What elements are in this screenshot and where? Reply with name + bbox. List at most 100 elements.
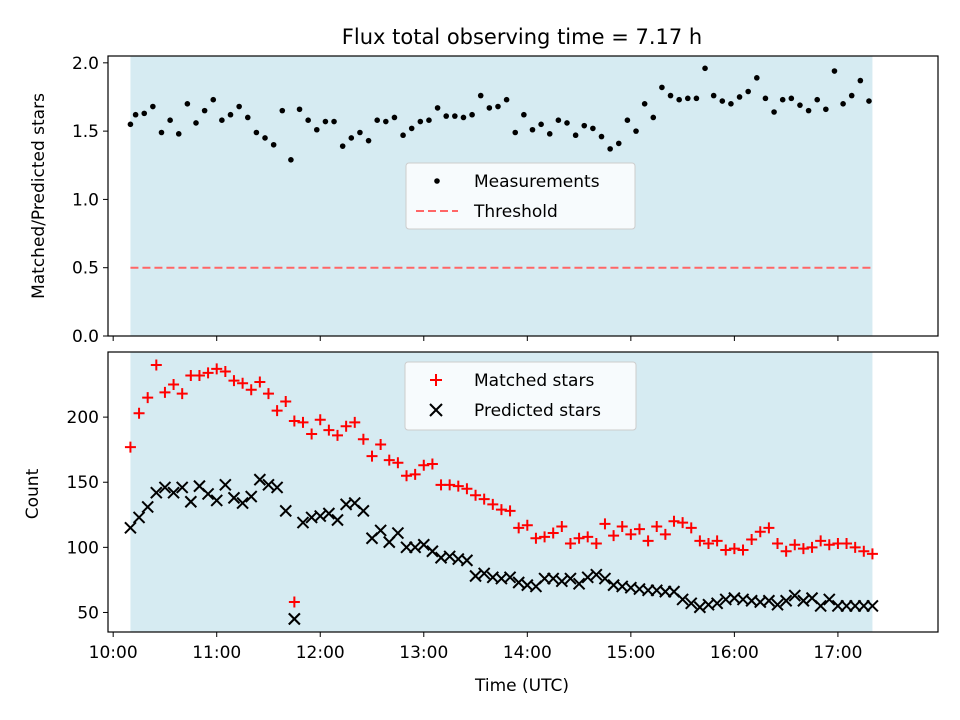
- legend-predicted-label: Predicted stars: [474, 401, 601, 421]
- matched-star-point: [677, 517, 689, 529]
- legend-threshold-label: Threshold: [473, 202, 558, 222]
- measurement-point: [736, 94, 743, 100]
- matched-star-point: [754, 526, 766, 538]
- count-legend-box: [404, 361, 637, 431]
- x-tick-label: 12:00: [296, 643, 345, 663]
- measurement-point: [167, 117, 173, 123]
- predicted-star-point: [676, 593, 689, 606]
- x-tick-label: 17:00: [813, 643, 862, 663]
- matched-star-point: [271, 405, 283, 417]
- predicted-star-point: [512, 576, 525, 589]
- matched-star-point: [288, 415, 300, 427]
- matched-star-point: [176, 388, 188, 400]
- predicted-star-point: [124, 521, 137, 535]
- measurement-point: [158, 129, 165, 136]
- predicted-star-point: [141, 500, 154, 514]
- measurement-point: [141, 110, 148, 117]
- matched-star-point: [193, 369, 205, 381]
- measurement-point: [684, 95, 691, 102]
- measurement-point: [641, 101, 648, 107]
- matched-star-point: [806, 541, 818, 553]
- measurement-point: [227, 111, 234, 118]
- measurement-point: [659, 84, 665, 91]
- measurement-point: [417, 118, 424, 125]
- matched-star-point: [504, 505, 516, 517]
- count-x-axis-label: Time (UTC): [474, 676, 569, 696]
- measurement-point: [831, 68, 838, 74]
- y-tick-label: 0.0: [72, 327, 99, 347]
- matched-star-point: [728, 543, 740, 555]
- measurement-point: [771, 109, 777, 115]
- matched-star-point: [685, 522, 697, 534]
- measurement-point: [538, 121, 544, 128]
- measurement-point: [754, 75, 760, 81]
- measurement-point: [848, 92, 855, 99]
- measurement-point: [693, 95, 700, 102]
- predicted-star-point: [175, 481, 189, 494]
- matched-star-point: [539, 531, 551, 543]
- matched-star-point: [789, 539, 801, 551]
- x-tick-label: 13:00: [399, 643, 448, 663]
- measurement-point: [127, 121, 134, 128]
- predicted-star-point: [408, 541, 422, 554]
- measurement-point: [244, 114, 251, 121]
- measurement-point: [745, 88, 751, 95]
- y-tick-label: 50: [77, 603, 99, 623]
- measurement-point: [650, 114, 657, 121]
- legend-measurements-marker: [434, 178, 440, 184]
- predicted-star-point: [184, 495, 198, 508]
- matched-star-point: [211, 363, 223, 375]
- matched-star-point: [306, 428, 318, 440]
- matched-star-point: [366, 450, 378, 462]
- predicted-star-point: [210, 494, 223, 507]
- predicted-star-point: [417, 538, 430, 551]
- matched-star-point: [487, 498, 499, 510]
- ratio-legend-box: [405, 162, 636, 230]
- matched-star-point: [375, 438, 387, 450]
- predicted-star-point: [797, 594, 810, 607]
- figure-title: Flux total observing time = 7.17 h: [342, 25, 702, 49]
- matched-star-point: [202, 367, 214, 379]
- predicted-star-point: [503, 571, 517, 584]
- measurement-point: [624, 117, 631, 123]
- measurement-point: [296, 106, 303, 113]
- y-tick-label: 150: [67, 473, 99, 493]
- ratio-x-axis: [112, 336, 839, 341]
- measurement-point: [866, 98, 872, 104]
- matched-star-point: [530, 532, 542, 544]
- measurement-point: [357, 129, 363, 136]
- predicted-star-point: [132, 511, 146, 524]
- measurement-point: [270, 141, 277, 148]
- matched-star-point: [772, 537, 784, 549]
- measurement-point: [823, 106, 829, 113]
- predicted-star-point: [779, 594, 793, 607]
- measurement-point: [702, 65, 708, 72]
- matched-star-point: [642, 535, 654, 547]
- predicted-star-point: [262, 478, 275, 492]
- predicted-star-point: [469, 569, 482, 583]
- measurement-point: [788, 95, 795, 102]
- matched-star-point: [401, 470, 413, 482]
- predicted-star-point: [598, 572, 612, 585]
- measurement-point: [193, 120, 199, 126]
- predicted-star-point: [685, 597, 698, 610]
- matched-star-point: [159, 386, 171, 398]
- matched-star-point: [564, 537, 576, 549]
- matched-star-point: [383, 454, 395, 466]
- matched-star-point: [219, 366, 231, 378]
- measurement-point: [374, 117, 380, 123]
- measurement-point: [555, 117, 562, 123]
- measurement-point: [184, 101, 191, 107]
- y-tick-label: 1.0: [72, 190, 99, 210]
- matched-star-point: [633, 523, 645, 535]
- predicted-star-point: [788, 589, 801, 602]
- matched-star-point: [314, 414, 326, 426]
- measurement-point: [546, 131, 553, 137]
- matched-star-point: [849, 541, 861, 553]
- count-legend: Matched stars Predicted stars: [404, 361, 637, 431]
- measurement-point: [460, 114, 467, 121]
- measurement-point: [477, 92, 484, 99]
- count-y-axis-label: Count: [23, 468, 43, 519]
- legend-matched-label: Matched stars: [474, 371, 594, 391]
- matched-star-point: [547, 527, 559, 539]
